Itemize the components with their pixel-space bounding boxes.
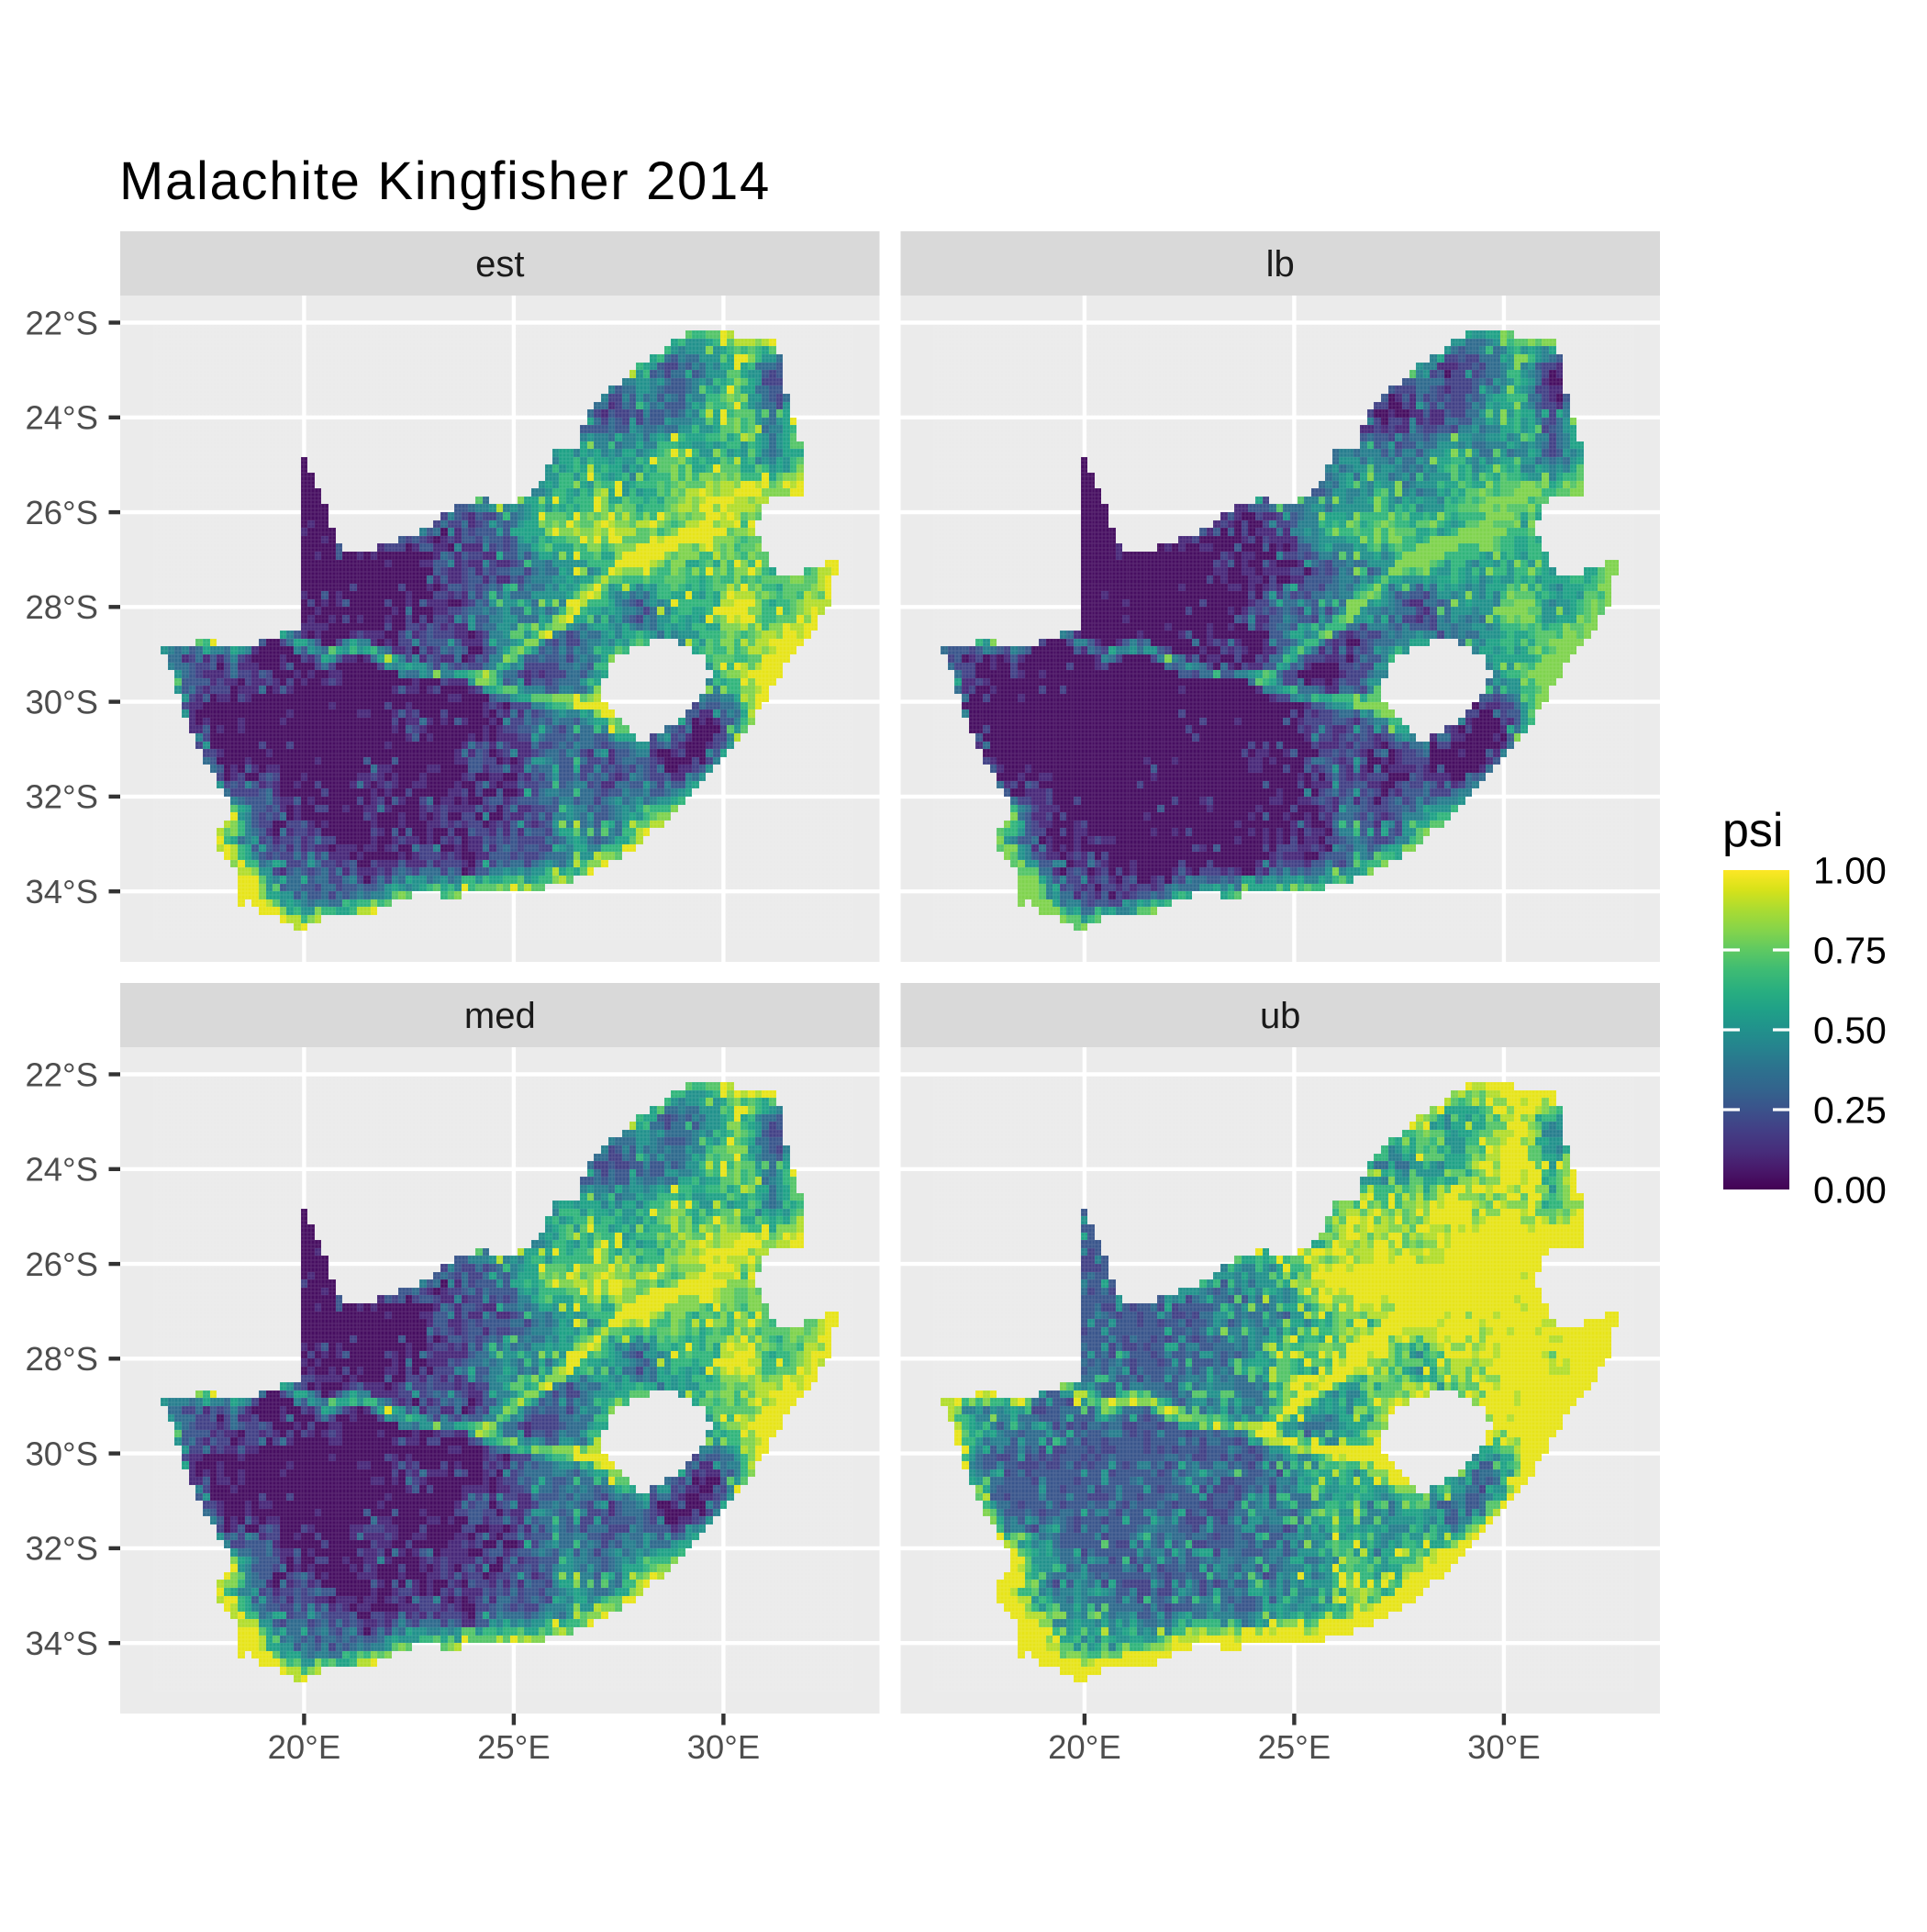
svg-text:lb: lb: [1266, 244, 1295, 285]
svg-text:26°S: 26°S: [25, 1245, 98, 1283]
svg-text:22°S: 22°S: [25, 1055, 98, 1093]
svg-text:ub: ub: [1260, 996, 1301, 1036]
svg-text:30°S: 30°S: [25, 683, 98, 720]
svg-text:0.75: 0.75: [1813, 930, 1887, 972]
svg-text:20°E: 20°E: [1048, 1728, 1121, 1766]
svg-text:med: med: [464, 996, 536, 1036]
svg-text:25°E: 25°E: [477, 1728, 551, 1766]
svg-text:0.25: 0.25: [1813, 1089, 1887, 1132]
svg-text:30°E: 30°E: [687, 1728, 761, 1766]
svg-text:24°S: 24°S: [25, 1151, 98, 1189]
svg-text:34°S: 34°S: [25, 873, 98, 910]
svg-text:20°E: 20°E: [268, 1728, 341, 1766]
svg-text:28°S: 28°S: [25, 588, 98, 626]
svg-text:psi: psi: [1722, 804, 1783, 857]
svg-text:26°S: 26°S: [25, 494, 98, 531]
svg-text:1.00: 1.00: [1813, 850, 1887, 892]
svg-text:22°S: 22°S: [25, 304, 98, 341]
svg-text:32°S: 32°S: [25, 1530, 98, 1568]
svg-text:30°S: 30°S: [25, 1435, 98, 1472]
svg-text:34°S: 34°S: [25, 1625, 98, 1662]
svg-text:30°E: 30°E: [1467, 1728, 1541, 1766]
svg-text:0.50: 0.50: [1813, 1010, 1887, 1052]
svg-text:24°S: 24°S: [25, 399, 98, 437]
svg-text:0.00: 0.00: [1813, 1169, 1887, 1212]
svg-text:28°S: 28°S: [25, 1340, 98, 1378]
svg-text:32°S: 32°S: [25, 778, 98, 816]
svg-text:25°E: 25°E: [1258, 1728, 1331, 1766]
svg-text:est: est: [475, 244, 524, 285]
svg-text:Malachite Kingfisher 2014: Malachite Kingfisher 2014: [119, 151, 771, 211]
